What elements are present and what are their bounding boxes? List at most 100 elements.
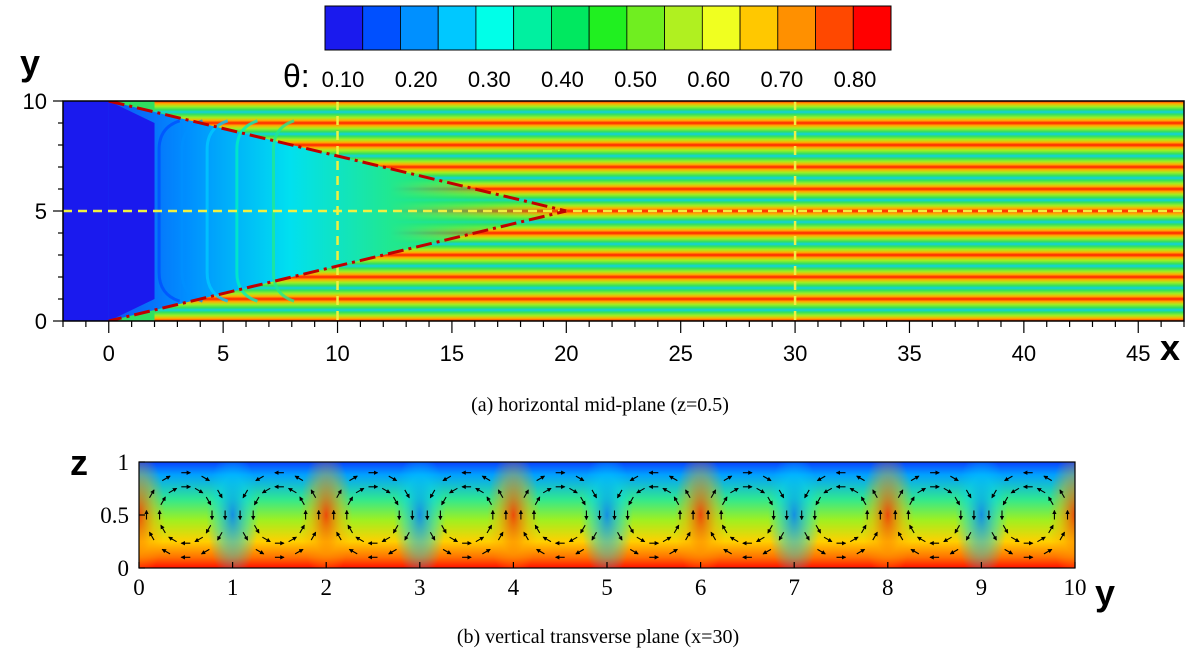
- plot-a-xlabel: x: [1160, 327, 1180, 368]
- velocity-arrow: [1043, 475, 1053, 482]
- velocity-arrow: [449, 536, 459, 543]
- velocity-arrow: [1059, 531, 1065, 541]
- colorbar-labels: 0.10 0.20 0.30 0.40 0.50 0.60 0.70 0.80: [322, 67, 877, 92]
- velocity-arrow: [721, 496, 728, 506]
- velocity-arrow: [991, 489, 997, 499]
- velocity-arrow: [217, 531, 223, 541]
- colorbar: θ: 0.10 0.20 0.30 0.40 0.50 0.60 0.70 0.80: [283, 5, 892, 94]
- velocity-arrow: [536, 475, 546, 482]
- colorbar-cell: [475, 5, 515, 51]
- cold-plume: [393, 462, 447, 568]
- velocity-arrow: [336, 489, 342, 499]
- developing-region-boundary: [108, 101, 567, 321]
- velocity-arrow: [497, 489, 504, 499]
- colorbar-cell: [626, 5, 665, 51]
- velocity-arrow: [355, 487, 365, 494]
- hot-plume: [1048, 462, 1075, 568]
- velocity-arrow: [168, 536, 177, 543]
- velocity-arrow: [442, 475, 452, 482]
- velocity-arrow: [392, 496, 399, 506]
- velocity-arrow: [534, 524, 541, 534]
- velocity-arrow: [523, 531, 529, 541]
- velocity-arrow: [668, 475, 678, 482]
- velocity-arrow: [299, 496, 305, 506]
- velocity-arrow: [486, 524, 493, 534]
- cold-plume: [767, 462, 821, 568]
- velocity-arrow: [523, 489, 529, 499]
- velocity-arrow: [662, 536, 672, 543]
- velocity-arrow: [804, 489, 810, 499]
- velocity-arrow: [160, 496, 166, 506]
- colorbar-tick-label: 0.50: [614, 67, 657, 92]
- velocity-arrow: [262, 536, 271, 543]
- x-tick-label: 2: [320, 575, 332, 600]
- y-tick-label: 1: [118, 450, 130, 475]
- velocity-arrow: [1059, 489, 1065, 499]
- colorbar-cell: [551, 5, 590, 51]
- x-tick-label: 5: [601, 575, 613, 600]
- plot-b-axes: 0 1 2 3 4 5 6 7 8 9 10 0 0.5 1: [100, 450, 1086, 600]
- velocity-arrow: [817, 548, 826, 555]
- velocity-arrow: [475, 487, 484, 494]
- velocity-arrow: [954, 496, 961, 506]
- velocity-arrow: [823, 536, 833, 543]
- velocity-arrow: [767, 496, 773, 506]
- velocity-arrow: [673, 524, 680, 534]
- velocity-arrow: [429, 531, 436, 541]
- velocity-arrow: [815, 524, 822, 534]
- velocity-arrow: [542, 487, 552, 494]
- velocity-arrow: [762, 548, 772, 555]
- velocity-arrow: [662, 487, 672, 494]
- velocity-arrow: [591, 489, 597, 499]
- velocity-arrow: [778, 531, 785, 541]
- plot-b-caption: (b) vertical transverse plane (x=30): [457, 626, 739, 648]
- x-tick-label: 0: [103, 341, 115, 366]
- velocity-arrow: [200, 548, 210, 555]
- colorbar-cell: [588, 5, 628, 51]
- x-tick-label: 45: [1126, 341, 1150, 366]
- velocity-arrow: [441, 496, 447, 506]
- velocity-arrow: [161, 548, 171, 555]
- velocity-arrow: [161, 475, 171, 482]
- y-tick-label: 0: [35, 309, 47, 334]
- velocity-arrow: [629, 475, 639, 482]
- x-tick-label: 40: [1012, 341, 1036, 366]
- x-tick-label: 0: [133, 575, 145, 600]
- velocity-arrow: [575, 548, 585, 555]
- colorbar-tick-label: 0.30: [468, 67, 511, 92]
- hot-plume: [299, 462, 353, 568]
- velocity-arrow: [815, 496, 822, 506]
- x-tick-label: 9: [976, 575, 988, 600]
- velocity-arrow: [448, 487, 458, 494]
- hot-plume: [674, 462, 727, 568]
- velocity-arrow: [381, 487, 391, 494]
- velocity-arrow: [849, 487, 859, 494]
- velocity-arrow: [965, 489, 972, 499]
- hot-plume: [139, 462, 166, 568]
- velocity-arrow: [860, 496, 867, 506]
- velocity-arrow: [910, 475, 920, 482]
- plot-a-ylabel: y: [20, 42, 40, 83]
- velocity-arrow: [816, 475, 826, 482]
- cold-plume: [580, 462, 634, 568]
- velocity-arrow: [617, 531, 623, 541]
- velocity-arrow: [205, 524, 212, 534]
- roll-stripe: [154, 101, 1184, 123]
- velocity-arrow: [255, 475, 264, 482]
- velocity-arrow: [685, 489, 691, 499]
- velocity-arrow: [388, 475, 398, 482]
- velocity-arrow: [910, 548, 920, 555]
- panel-b-vertical-transverse-plane: 0 1 2 3 4 5 6 7 8 9 10 0 0.5 1 z y (b) vertical trans…: [70, 442, 1115, 648]
- x-tick-label: 20: [554, 341, 578, 366]
- colorbar-tick-label: 0.10: [322, 67, 365, 92]
- colorbar-cell: [437, 5, 477, 51]
- velocity-arrow: [872, 531, 878, 541]
- velocity-arrow: [568, 536, 578, 543]
- contour-line: [180, 119, 204, 303]
- velocity-arrow: [475, 536, 485, 543]
- plot-b-xlabel: y: [1095, 572, 1115, 613]
- y-tick-label: 0: [118, 556, 130, 581]
- velocity-arrow: [872, 489, 878, 499]
- velocity-arrow: [168, 487, 178, 494]
